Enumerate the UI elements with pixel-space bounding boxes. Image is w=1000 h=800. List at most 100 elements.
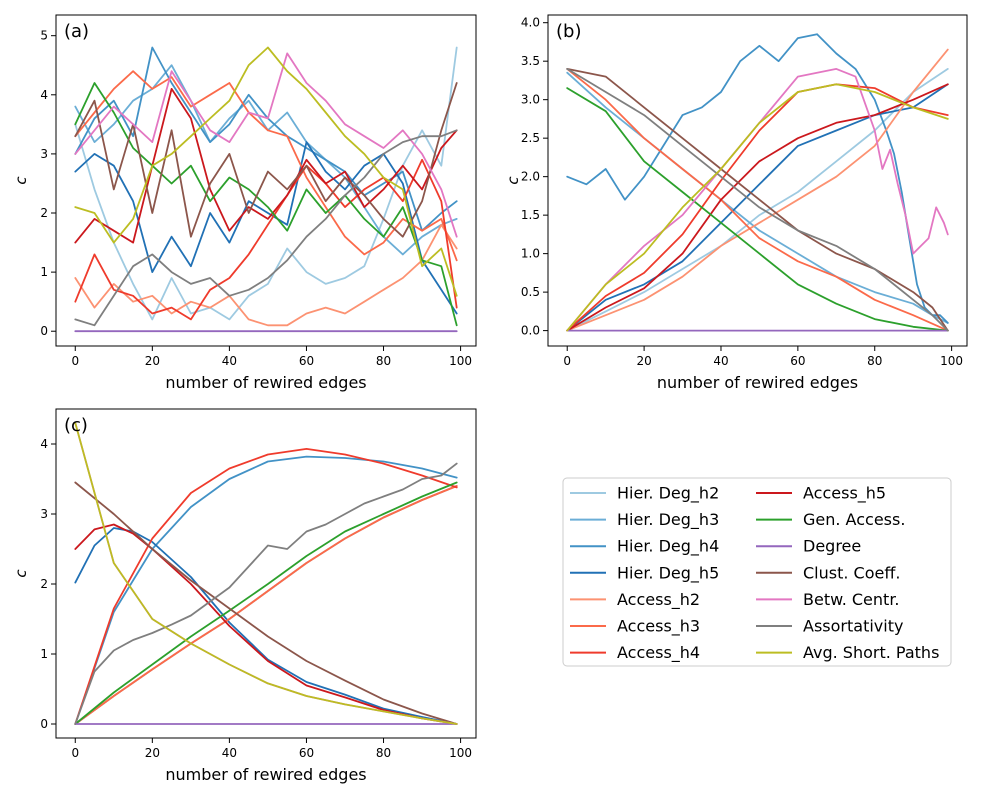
- y-tick-label: 3.0: [521, 93, 540, 107]
- series-line-hier-deg-h4: [566, 33, 949, 324]
- legend-item: Avg. Short. Paths: [756, 643, 939, 662]
- x-tick-label: 40: [222, 354, 237, 368]
- y-tick-label: 3.5: [521, 54, 540, 68]
- y-tick-label: 1.0: [521, 247, 540, 261]
- series-line-access-h3: [566, 68, 949, 332]
- legend-item: Assortativity: [756, 617, 903, 636]
- series-line-access-h4: [74, 448, 458, 725]
- y-tick-label: 4.0: [521, 16, 540, 30]
- y-tick-label: 4: [40, 88, 48, 102]
- chart-panel-2: 0 20 40 60 80 100 0.0 0.5 1.0 1.5 2.0 2.5 3.0 3.5 4.0 n…: [504, 14, 968, 392]
- y-tick-label: 0: [40, 717, 48, 731]
- y-tick-label: 2.0: [521, 170, 540, 184]
- series-line-assortativity: [74, 462, 458, 725]
- legend-label: Gen. Access.: [803, 510, 905, 529]
- x-tick-label: 60: [299, 354, 314, 368]
- legend-item: Gen. Access.: [756, 510, 905, 529]
- legend-item: Degree: [756, 537, 861, 556]
- legend: Hier. Deg_h2 Hier. Deg_h3 Hier. Deg_h4 Hier…: [562, 477, 952, 667]
- legend-item: Hier. Deg_h2: [570, 484, 719, 504]
- legend-label: Access_h5: [803, 484, 886, 504]
- x-tick-label: 60: [299, 746, 314, 760]
- series-line-access-h5: [566, 83, 949, 332]
- y-axis-label: c: [504, 176, 522, 185]
- legend-items: Hier. Deg_h2 Hier. Deg_h3 Hier. Deg_h4 Hier…: [570, 484, 939, 663]
- series-line-hier-deg-h5: [566, 83, 949, 332]
- series-line-betw-centr: [74, 52, 458, 238]
- legend-item: Access_h2: [570, 590, 700, 610]
- axes-frame: [55, 408, 477, 739]
- y-tick-label: 1: [40, 265, 48, 279]
- series-line-avg-short-paths: [74, 46, 458, 297]
- legend-label: Degree: [803, 537, 861, 556]
- legend-label: Access_h4: [617, 643, 700, 663]
- y-axis-label: c: [12, 569, 30, 578]
- legend-label: Clust. Coeff.: [803, 563, 900, 582]
- x-tick-label: 0: [563, 354, 571, 368]
- series-line-assortativity: [566, 68, 949, 332]
- x-tick-label: 60: [790, 354, 805, 368]
- y-axis-label: c: [12, 176, 30, 185]
- legend-label: Hier. Deg_h5: [617, 563, 719, 583]
- x-tick-label: 20: [145, 746, 160, 760]
- series-line-access-h3: [74, 485, 458, 725]
- series-line-gen-access: [566, 87, 949, 332]
- x-axis-label: number of rewired edges: [165, 765, 366, 784]
- legend-item: Betw. Centr.: [756, 590, 900, 609]
- axes-frame: [547, 14, 968, 347]
- legend-item: Access_h5: [756, 484, 886, 504]
- series-line-clust-coeff: [74, 481, 458, 725]
- x-tick-label: 20: [636, 354, 651, 368]
- series-line-access-h3: [74, 70, 458, 262]
- panel-label: (c): [64, 415, 88, 436]
- panel-label: (b): [556, 21, 581, 42]
- series-line-assortativity: [74, 129, 458, 327]
- y-tick-label: 2: [40, 206, 48, 220]
- series-line-avg-short-paths: [74, 422, 458, 725]
- legend-item: Access_h4: [570, 643, 700, 663]
- y-tick-label: 2.5: [521, 131, 540, 145]
- y-tick-label: 4: [40, 437, 48, 451]
- legend-item: Hier. Deg_h5: [570, 563, 719, 583]
- y-tick-label: 3: [40, 147, 48, 161]
- legend-item: Hier. Deg_h3: [570, 510, 719, 530]
- series-line-betw-centr: [566, 68, 949, 332]
- x-tick-label: 100: [940, 354, 963, 368]
- y-tick-label: 0.5: [521, 285, 540, 299]
- series-line-access-h5: [74, 88, 458, 244]
- legend-label: Betw. Centr.: [803, 590, 900, 609]
- legend-label: Hier. Deg_h3: [617, 510, 719, 530]
- panel-label: (a): [64, 21, 89, 42]
- series-line-access-h4: [566, 83, 949, 332]
- y-tick-label: 5: [40, 29, 48, 43]
- series-line-hier-deg-h5: [74, 527, 458, 725]
- chart-panel-3: 0 20 40 60 80 100 0 1 2 3 4 number of rewired edges…: [12, 408, 477, 784]
- legend-item: Hier. Deg_h4: [570, 537, 719, 557]
- x-tick-label: 40: [222, 746, 237, 760]
- series-line-hier-deg-h4: [74, 455, 458, 725]
- series-line-avg-short-paths: [566, 83, 949, 332]
- x-tick-label: 0: [71, 354, 79, 368]
- series-lines: [74, 422, 458, 725]
- chart-panel-1: 0 20 40 60 80 100 0 1 2 3 4 5 number of rewired edge…: [12, 14, 477, 392]
- x-tick-label: 0: [71, 746, 79, 760]
- series-line-access-h5: [74, 523, 458, 725]
- y-tick-label: 0.0: [521, 324, 540, 338]
- y-tick-label: 3: [40, 507, 48, 521]
- x-tick-label: 80: [867, 354, 882, 368]
- series-line-access-h2: [566, 48, 949, 332]
- y-tick-label: 1: [40, 647, 48, 661]
- series-lines: [566, 33, 949, 332]
- y-tick-label: 0: [40, 324, 48, 338]
- legend-item: Clust. Coeff.: [756, 563, 900, 582]
- series-line-hier-deg-h3: [566, 71, 949, 324]
- legend-label: Assortativity: [803, 617, 903, 636]
- x-tick-label: 80: [376, 354, 391, 368]
- x-tick-label: 20: [145, 354, 160, 368]
- legend-label: Access_h3: [617, 617, 700, 637]
- series-lines: [74, 46, 458, 333]
- x-tick-label: 100: [449, 354, 472, 368]
- y-tick-label: 1.5: [521, 208, 540, 222]
